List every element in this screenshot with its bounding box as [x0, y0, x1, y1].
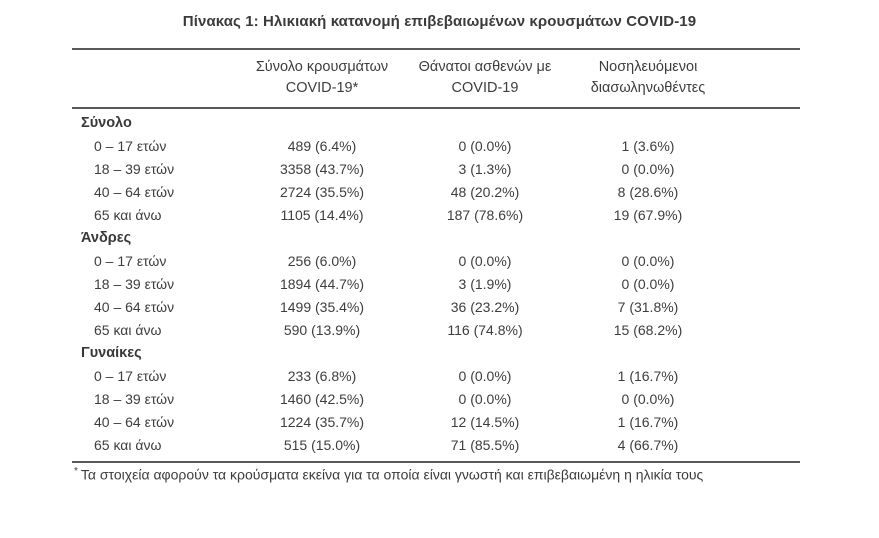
table-header-row: Σύνολο κρουσμάτων COVID-19* Θάνατοι ασθε…	[72, 50, 800, 107]
age-group-label: 40 – 64 ετών	[94, 299, 175, 315]
table-row: 40 – 64 ετών 1224 (35.7%) 12 (14.5%) 1 (…	[72, 411, 800, 434]
table-row: 18 – 39 ετών 1894 (44.7%) 3 (1.9%) 0 (0.…	[72, 273, 800, 296]
deaths-cell: 3 (1.3%)	[458, 161, 512, 177]
age-group-label: 40 – 64 ετών	[94, 184, 175, 200]
intubated-cell: 8 (28.6%)	[617, 184, 679, 200]
footnote-asterisk: *	[74, 466, 78, 477]
cases-cell: 515 (15.0%)	[283, 437, 361, 453]
intubated-cell: 1 (16.7%)	[617, 414, 679, 430]
column-header-intubated: Νοσηλευόμενοι διασωληνωθέντες	[566, 57, 730, 99]
cases-cell: 1460 (42.5%)	[279, 391, 365, 407]
age-group-label: 0 – 17 ετών	[94, 253, 167, 269]
cases-cell: 233 (6.8%)	[287, 368, 357, 384]
deaths-cell: 48 (20.2%)	[450, 184, 520, 200]
table-row: 0 – 17 ετών 489 (6.4%) 0 (0.0%) 1 (3.6%)	[72, 135, 800, 158]
cases-cell: 1894 (44.7%)	[279, 276, 365, 292]
cases-cell: 590 (13.9%)	[283, 322, 361, 338]
cases-cell: 2724 (35.5%)	[279, 184, 365, 200]
table-row: 0 – 17 ετών 233 (6.8%) 0 (0.0%) 1 (16.7%…	[72, 365, 800, 388]
cases-cell: 3358 (43.7%)	[279, 161, 365, 177]
age-group-label: 18 – 39 ετών	[94, 276, 175, 292]
intubated-cell: 0 (0.0%)	[621, 391, 675, 407]
cases-cell: 1224 (35.7%)	[279, 414, 365, 430]
table-body: Σύνολο 0 – 17 ετών 489 (6.4%) 0 (0.0%) 1…	[72, 109, 800, 461]
intubated-cell: 0 (0.0%)	[621, 276, 675, 292]
age-group-label: 18 – 39 ετών	[94, 391, 175, 407]
deaths-cell: 3 (1.9%)	[458, 276, 512, 292]
table-bottom-rule	[72, 461, 800, 463]
table-row: 18 – 39 ετών 1460 (42.5%) 0 (0.0%) 0 (0.…	[72, 388, 800, 411]
table-row: 0 – 17 ετών 256 (6.0%) 0 (0.0%) 0 (0.0%)	[72, 250, 800, 273]
section-header-women: Γυναίκες	[81, 345, 142, 361]
footnote: * Τα στοιχεία αφορούν τα κρούσματα εκείνα…	[74, 466, 879, 483]
table-row: 40 – 64 ετών 1499 (35.4%) 36 (23.2%) 7 (…	[72, 296, 800, 319]
deaths-cell: 12 (14.5%)	[450, 414, 520, 430]
age-group-label: 65 και άνω	[94, 322, 162, 338]
age-group-label: 0 – 17 ετών	[94, 368, 167, 384]
column-header-intubated-line2: διασωληνωθέντες	[590, 80, 706, 96]
intubated-cell: 0 (0.0%)	[621, 253, 675, 269]
age-group-label: 18 – 39 ετών	[94, 161, 175, 177]
column-header-cases-line2: COVID-19*	[285, 80, 359, 96]
table-row: 65 και άνω 1105 (14.4%) 187 (78.6%) 19 (…	[72, 204, 800, 227]
column-header-deaths-line2: COVID-19	[451, 80, 519, 96]
age-group-label: 40 – 64 ετών	[94, 414, 175, 430]
deaths-cell: 71 (85.5%)	[450, 437, 520, 453]
table-row: 40 – 64 ετών 2724 (35.5%) 48 (20.2%) 8 (…	[72, 181, 800, 204]
intubated-cell: 15 (68.2%)	[613, 322, 683, 338]
deaths-cell: 0 (0.0%)	[458, 138, 512, 154]
age-group-label: 65 και άνω	[94, 207, 162, 223]
intubated-cell: 1 (16.7%)	[617, 368, 679, 384]
age-group-label: 0 – 17 ετών	[94, 138, 167, 154]
deaths-cell: 187 (78.6%)	[446, 207, 524, 223]
deaths-cell: 0 (0.0%)	[458, 391, 512, 407]
covid-age-table: Σύνολο κρουσμάτων COVID-19* Θάνατοι ασθε…	[72, 48, 800, 463]
deaths-cell: 0 (0.0%)	[458, 253, 512, 269]
age-group-label: 65 και άνω	[94, 437, 162, 453]
column-header-intubated-line1: Νοσηλευόμενοι	[598, 59, 698, 75]
intubated-cell: 0 (0.0%)	[621, 161, 675, 177]
document-page: Πίνακας 1: Ηλικιακή κατανομή επιβεβαιωμέ…	[0, 13, 879, 538]
deaths-cell: 36 (23.2%)	[450, 299, 520, 315]
section-header-total: Σύνολο	[81, 115, 132, 131]
column-header-deaths-line1: Θάνατοι ασθενών με	[418, 59, 552, 75]
intubated-cell: 4 (66.7%)	[617, 437, 679, 453]
intubated-cell: 1 (3.6%)	[621, 138, 675, 154]
intubated-cell: 7 (31.8%)	[617, 299, 679, 315]
table-row: 18 – 39 ετών 3358 (43.7%) 3 (1.3%) 0 (0.…	[72, 158, 800, 181]
section-header-men: Άνδρες	[81, 230, 132, 246]
cases-cell: 1499 (35.4%)	[279, 299, 365, 315]
footnote-text: Τα στοιχεία αφορούν τα κρούσματα εκείνα …	[80, 466, 704, 483]
column-header-deaths: Θάνατοι ασθενών με COVID-19	[404, 57, 566, 99]
cases-cell: 256 (6.0%)	[287, 253, 357, 269]
column-header-cases-line1: Σύνολο κρουσμάτων	[255, 59, 389, 75]
cases-cell: 1105 (14.4%)	[280, 207, 364, 223]
column-header-cases: Σύνολο κρουσμάτων COVID-19*	[240, 57, 404, 99]
cases-cell: 489 (6.4%)	[287, 138, 357, 154]
table-title: Πίνακας 1: Ηλικιακή κατανομή επιβεβαιωμέ…	[182, 13, 697, 30]
table-row: 65 και άνω 515 (15.0%) 71 (85.5%) 4 (66.…	[72, 434, 800, 457]
deaths-cell: 0 (0.0%)	[458, 368, 512, 384]
table-top-rule	[72, 48, 800, 50]
deaths-cell: 116 (74.8%)	[447, 322, 523, 338]
intubated-cell: 19 (67.9%)	[613, 207, 683, 223]
table-row: 65 και άνω 590 (13.9%) 116 (74.8%) 15 (6…	[72, 319, 800, 342]
table-header-rule	[72, 107, 800, 109]
